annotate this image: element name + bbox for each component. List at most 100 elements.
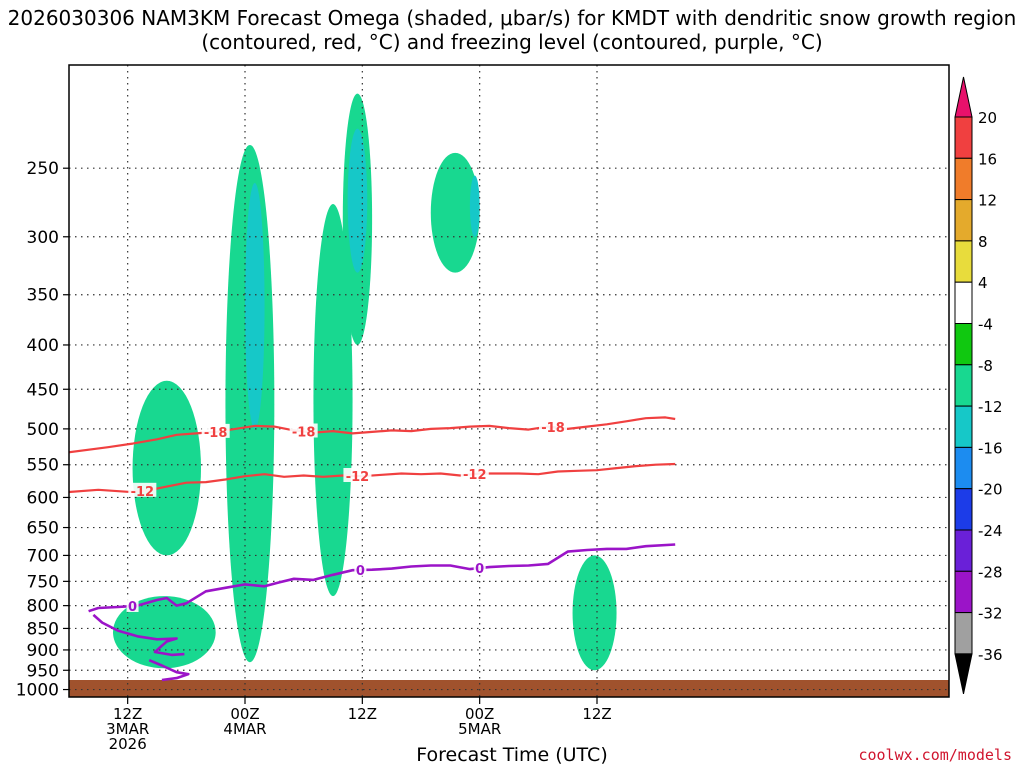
x-tick-label: 12Z xyxy=(582,705,611,723)
omega-region xyxy=(245,182,265,429)
x-tick-label: 00Z xyxy=(230,705,259,723)
colorbar-bin xyxy=(954,199,973,242)
colorbar-label: -36 xyxy=(978,646,1003,664)
contour-label-bg xyxy=(126,597,139,612)
contour-label: -12 xyxy=(463,468,487,483)
colorbar-label: -28 xyxy=(978,563,1003,581)
colorbar-label: 12 xyxy=(978,192,997,210)
colorbar-bin xyxy=(954,529,973,572)
omega-region xyxy=(469,175,480,237)
y-tick-label: 950 xyxy=(27,661,59,681)
omega-region xyxy=(313,204,353,597)
contour-label-bg xyxy=(539,419,567,434)
y-tick-label: 450 xyxy=(27,380,59,400)
omega-region xyxy=(347,128,368,273)
freezing-level-contour xyxy=(88,543,676,613)
dgz-contour xyxy=(69,416,676,454)
y-tick-label: 650 xyxy=(27,519,59,539)
freezing-level-contour xyxy=(148,659,190,682)
colorbar-top-arrow xyxy=(954,76,973,118)
contour-label-bg xyxy=(128,482,157,497)
colorbar-bin xyxy=(954,405,973,448)
plot-frame xyxy=(68,64,950,698)
omega-region xyxy=(430,152,480,273)
colorbar-bin xyxy=(954,570,973,614)
contour-label: 0 xyxy=(475,562,484,577)
contour-label-bg xyxy=(354,561,367,576)
credit-text: coolwx.com/models xyxy=(858,746,1012,764)
colorbar-bin xyxy=(954,116,973,159)
omega-region xyxy=(553,471,568,597)
contour-label: -12 xyxy=(131,485,155,500)
y-tick-label: 550 xyxy=(27,456,59,476)
x-tick-label: 3MAR xyxy=(106,720,149,738)
contour-label: -18 xyxy=(541,421,565,436)
colorbar-label: -24 xyxy=(978,522,1003,540)
y-tick-label: 900 xyxy=(27,641,59,661)
contour-label: 0 xyxy=(356,564,365,579)
grid-lines xyxy=(69,65,949,697)
x-axis-label: Forecast Time (UTC) xyxy=(416,744,608,766)
colorbar-bin xyxy=(954,240,973,283)
omega-region xyxy=(161,315,177,381)
colorbar-label: -16 xyxy=(978,439,1003,457)
y-tick-label: 300 xyxy=(27,228,59,248)
y-tick-label: 400 xyxy=(27,336,59,356)
contour-label: -12 xyxy=(346,470,370,485)
colorbar-bottom-arrow xyxy=(954,653,973,695)
colorbar-label: 20 xyxy=(978,109,997,127)
contour-label: 0 xyxy=(128,600,137,615)
contour-label-bg xyxy=(343,468,372,483)
y-tick-label: 700 xyxy=(27,546,59,566)
colorbar-label: -20 xyxy=(978,481,1003,499)
colorbar: 20 16 12 8 4 -4 -8 -12 -16 -20 -24 -28 -32 -36 xyxy=(954,76,1003,695)
omega-shading xyxy=(113,93,617,671)
colorbar-label: 16 xyxy=(978,150,997,168)
colorbar-label: -4 xyxy=(978,316,993,334)
contour-label-bg xyxy=(460,466,489,481)
omega-region xyxy=(533,503,549,582)
x-tick-label: 4MAR xyxy=(223,720,266,738)
colorbar-label: 8 xyxy=(978,233,988,251)
y-tick-label: 850 xyxy=(27,619,59,639)
contour-label: -18 xyxy=(292,426,316,441)
x-tick-label: 5MAR xyxy=(458,720,501,738)
omega-region xyxy=(132,380,201,556)
colorbar-bin xyxy=(954,281,973,325)
x-tick-label: 12Z xyxy=(348,705,377,723)
freezing-level-contour xyxy=(92,613,185,657)
y-tick-label: 350 xyxy=(27,286,59,306)
y-tick-label: 600 xyxy=(27,488,59,508)
omega-region xyxy=(489,413,500,510)
contour-label-bg xyxy=(473,560,486,575)
y-tick-label: 1000 xyxy=(16,681,59,701)
contour-label: -18 xyxy=(204,426,228,441)
dgz-contour xyxy=(69,462,676,494)
colorbar-label: -12 xyxy=(978,398,1003,416)
y-tick-label: 750 xyxy=(27,572,59,592)
x-tick-label: 00Z xyxy=(465,705,494,723)
omega-region xyxy=(523,255,539,326)
y-tick-label: 250 xyxy=(27,159,59,179)
colorbar-bin xyxy=(954,364,973,407)
colorbar-bin xyxy=(954,323,973,366)
omega-region xyxy=(572,555,617,671)
x-tick-label: 12Z xyxy=(113,705,142,723)
colorbar-bin xyxy=(954,612,973,655)
y-tick-label: 500 xyxy=(27,420,59,440)
colorbar-bin xyxy=(954,488,973,531)
x-tick-label: 2026 xyxy=(109,735,147,753)
colorbar-label: -8 xyxy=(978,357,993,375)
contour-label-bg xyxy=(289,423,318,438)
colorbar-label: -32 xyxy=(978,605,1003,623)
colorbar-bin xyxy=(954,446,973,490)
contour-lines: -18 -18 -18 -12 -12 -12 0 0 0 xyxy=(69,416,676,682)
colorbar-bin xyxy=(954,157,973,201)
chart-title: 2026030306 NAM3KM Forecast Omega (shaded… xyxy=(7,6,1017,54)
terrain-ground xyxy=(69,680,949,697)
y-tick-label: 800 xyxy=(27,597,59,617)
colorbar-label: 4 xyxy=(978,274,988,292)
y-axis: 2503003504004505005506006507007508008509… xyxy=(16,159,69,701)
